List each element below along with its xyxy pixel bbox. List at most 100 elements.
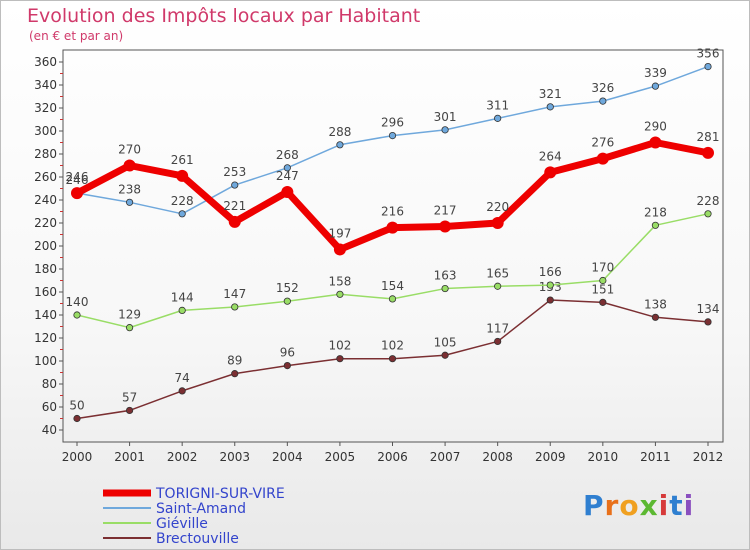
data-label: 163 [434, 269, 457, 283]
data-point [283, 297, 291, 305]
data-label: 321 [539, 87, 562, 101]
data-label: 140 [66, 295, 89, 309]
data-point [439, 220, 452, 233]
data-label: 276 [591, 136, 614, 150]
axes: 40 60 80 100 120 140 160 180 200 220 240 260 280 300 3… [34, 49, 724, 464]
data-point [388, 355, 397, 363]
data-label: 152 [276, 281, 299, 295]
data-label: 96 [280, 346, 295, 360]
data-point [71, 187, 83, 200]
data-label: 144 [171, 290, 194, 304]
data-point [546, 103, 554, 111]
data-point [125, 198, 134, 206]
data-point [178, 306, 186, 314]
data-label: 326 [591, 81, 614, 95]
x-tick-label: 2004 [272, 450, 303, 464]
legend: TORIGNI-SUR-VIRESaint-AmandGiévilleBrect… [103, 486, 285, 547]
data-point [281, 185, 294, 198]
y-tick-label: 120 [34, 331, 57, 345]
data-label: 134 [697, 302, 720, 316]
y-tick-label: 220 [34, 216, 57, 230]
data-point [388, 132, 397, 140]
data-label: 253 [223, 165, 246, 179]
legend-label: Giéville [156, 516, 208, 532]
data-point [283, 164, 291, 172]
data-label: 89 [227, 354, 242, 368]
data-label: 221 [223, 199, 246, 213]
data-label: 218 [644, 205, 667, 219]
legend-item: Saint-Amand [103, 501, 246, 517]
data-label: 301 [434, 110, 457, 124]
legend-label: Brectouville [156, 531, 239, 547]
data-label: 138 [644, 297, 667, 311]
x-tick-label: 2000 [62, 450, 93, 464]
data-point [596, 152, 609, 165]
series-layer: 5057748996102102105117153151138134140129… [66, 47, 720, 423]
data-point [231, 181, 239, 189]
x-tick-label: 2002 [167, 450, 198, 464]
data-point [336, 290, 344, 298]
data-point [546, 296, 554, 304]
data-label: 281 [697, 130, 720, 144]
x-tick-label: 2009 [535, 450, 566, 464]
y-tick-label: 240 [34, 193, 57, 207]
data-point [73, 414, 81, 423]
y-tick-label: 100 [34, 354, 57, 368]
data-point [386, 221, 399, 234]
data-label: 288 [328, 125, 351, 139]
x-tick-label: 2003 [219, 450, 250, 464]
data-point [388, 295, 397, 303]
data-point [649, 136, 662, 149]
data-point [494, 114, 502, 122]
data-label: 105 [434, 335, 457, 349]
data-point [702, 146, 714, 159]
data-point [546, 281, 554, 289]
data-label: 170 [591, 261, 614, 275]
data-label: 356 [697, 47, 720, 61]
data-point [494, 282, 502, 290]
data-label: 102 [328, 339, 351, 353]
data-point [73, 311, 81, 319]
data-point [494, 337, 502, 346]
data-point [544, 166, 557, 179]
legend-label: TORIGNI-SUR-VIRE [155, 486, 285, 502]
data-label: 228 [171, 194, 194, 208]
data-label: 339 [644, 66, 667, 80]
data-label: 154 [381, 279, 404, 293]
data-label: 247 [276, 169, 299, 183]
data-label: 57 [122, 390, 137, 404]
x-tick-label: 2005 [325, 450, 356, 464]
chart-subtitle: (en € et par an) [29, 29, 124, 43]
legend-item: Brectouville [103, 531, 239, 547]
y-tick-label: 320 [34, 101, 57, 115]
data-point [704, 62, 712, 71]
data-point [283, 361, 291, 370]
data-label: 166 [539, 265, 562, 279]
data-label: 216 [381, 205, 404, 219]
chart-title: Evolution des Impôts locaux par Habitant [27, 5, 421, 27]
data-label: 238 [118, 182, 141, 196]
data-point [491, 217, 504, 229]
data-point [599, 97, 607, 105]
y-tick-label: 360 [34, 55, 57, 69]
data-point [704, 318, 712, 326]
series-brectouville: 5057748996102102105117153151138134 [69, 280, 720, 423]
data-point [651, 82, 660, 90]
data-label: 296 [381, 116, 404, 130]
data-point [336, 355, 344, 363]
data-label: 117 [486, 321, 509, 335]
data-point [441, 284, 449, 293]
data-label: 158 [328, 274, 351, 288]
data-point [125, 324, 134, 332]
data-label: 102 [381, 339, 404, 353]
data-label: 220 [486, 200, 509, 214]
y-tick-label: 180 [34, 262, 57, 276]
plot-border [62, 49, 724, 443]
y-tick-label: 280 [34, 147, 57, 161]
data-point [333, 243, 346, 256]
data-point [123, 159, 136, 172]
data-point [336, 141, 344, 149]
data-label: 147 [223, 287, 246, 301]
